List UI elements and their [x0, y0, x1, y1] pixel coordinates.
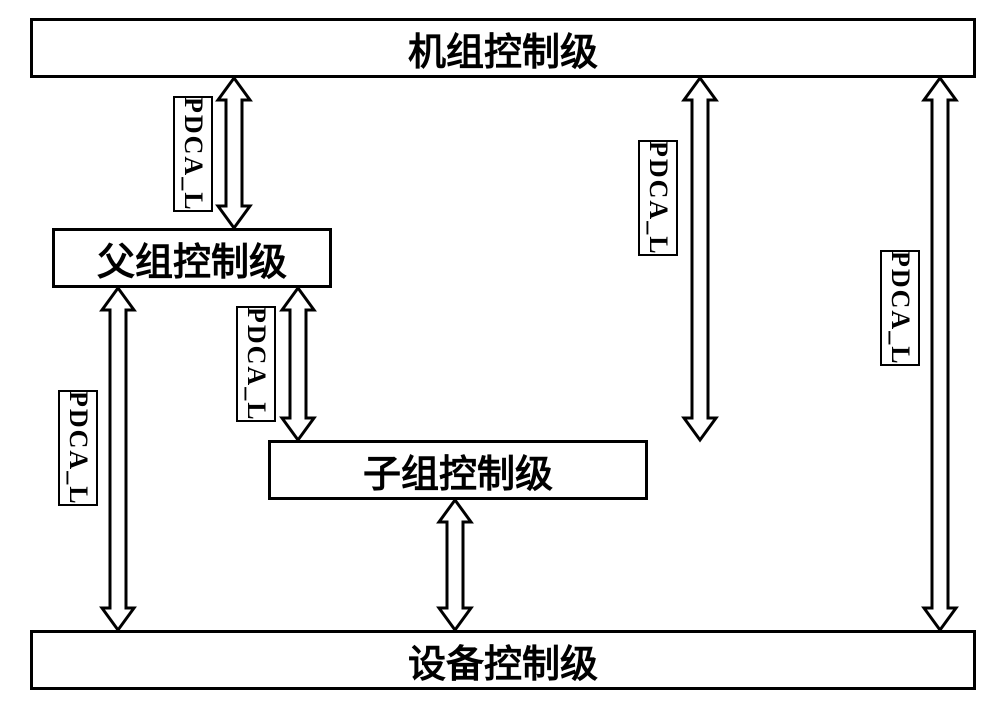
- edge-label-l3: PDCA_L: [58, 390, 98, 506]
- arrow-a2: [280, 288, 316, 440]
- node-device: 设备控制级: [30, 630, 976, 690]
- edge-label-text: PDCA_L: [885, 251, 915, 366]
- node-unit: 机组控制级: [30, 18, 976, 78]
- edge-label-text: PDCA_L: [241, 307, 271, 422]
- arrow-a6: [437, 500, 473, 630]
- arrow-a1: [216, 78, 252, 228]
- node-label: 子组控制级: [363, 443, 553, 498]
- node-sub: 子组控制级: [268, 440, 648, 500]
- edge-label-text: PDCA_L: [643, 141, 673, 256]
- edge-label-l5: PDCA_L: [880, 250, 920, 366]
- edge-label-l4: PDCA_L: [638, 140, 678, 256]
- edge-label-text: PDCA_L: [178, 97, 208, 212]
- edge-label-text: PDCA_L: [63, 391, 93, 506]
- node-label: 父组控制级: [97, 231, 287, 286]
- edge-label-l1: PDCA_L: [173, 96, 213, 212]
- arrow-a4: [682, 78, 718, 440]
- node-parent: 父组控制级: [52, 228, 332, 288]
- node-label: 设备控制级: [408, 633, 598, 688]
- node-label: 机组控制级: [408, 21, 598, 76]
- edge-label-l2: PDCA_L: [236, 306, 276, 422]
- arrow-a5: [922, 78, 958, 630]
- arrow-a3: [100, 288, 136, 630]
